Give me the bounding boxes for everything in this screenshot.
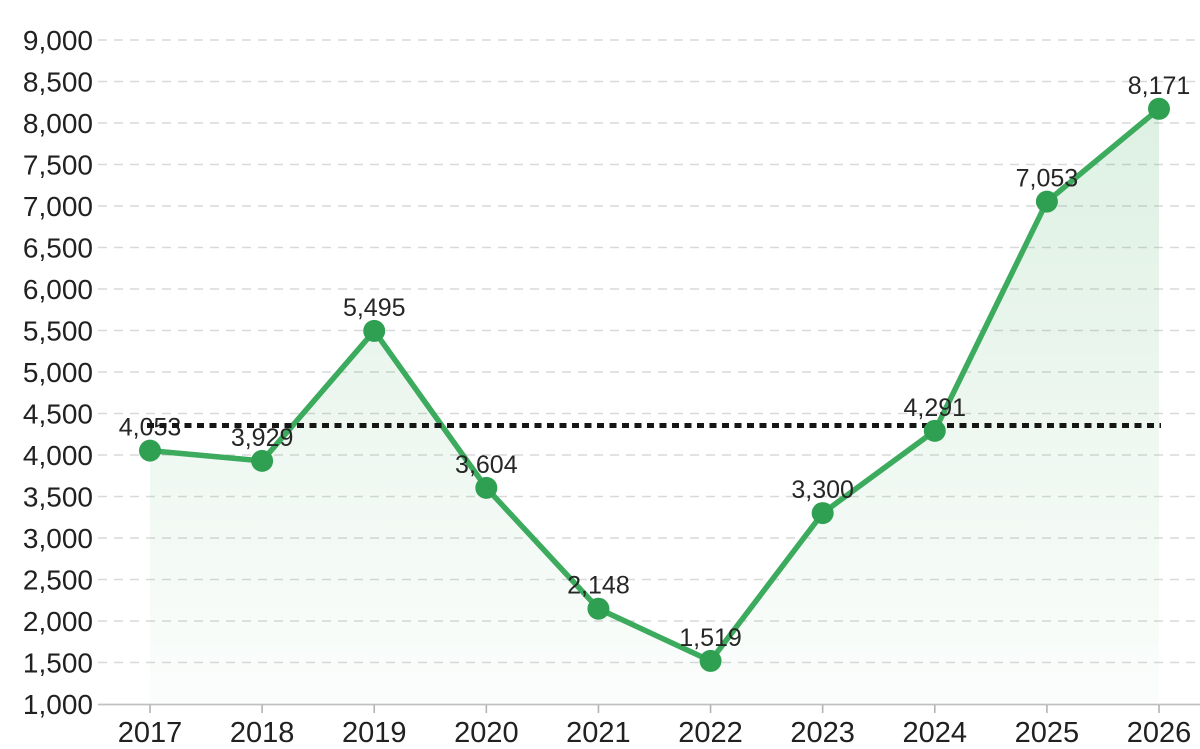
x-axis-label: 2023 [790, 717, 855, 749]
data-point-marker [251, 449, 274, 472]
data-point-label: 3,929 [231, 424, 294, 452]
data-point-label: 2,148 [567, 572, 630, 600]
y-axis-label: 2,000 [23, 606, 93, 637]
data-point-marker [1148, 97, 1170, 120]
y-axis-label: 7,500 [23, 150, 93, 181]
data-point-label: 1,519 [679, 624, 742, 652]
data-point-label: 5,495 [343, 294, 406, 322]
y-axis-labels: 9,000 8,500 8,000 7,500 7,000 6,500 6,000 5,500… [23, 25, 93, 720]
data-point-label: 3,300 [791, 476, 854, 504]
data-point-marker [587, 597, 610, 620]
data-point-label: 7,053 [1016, 165, 1079, 193]
y-axis-label: 8,500 [23, 67, 93, 98]
data-point-label: 8,171 [1128, 72, 1191, 100]
y-axis-label: 1,000 [23, 689, 93, 720]
y-axis-label: 4,500 [23, 399, 93, 430]
y-axis-label: 3,500 [23, 482, 93, 513]
x-axis-label: 2025 [1015, 717, 1080, 749]
area-fill [150, 108, 1159, 703]
y-axis-label: 3,000 [23, 523, 93, 554]
x-axis-label: 2018 [230, 717, 295, 749]
data-point-marker [699, 649, 722, 672]
data-point-marker [139, 439, 161, 462]
y-axis-label: 5,500 [23, 316, 93, 347]
x-axis-label: 2021 [566, 717, 631, 749]
x-axis-label: 2026 [1127, 717, 1192, 749]
x-axis-labels: 2017 2018 2019 2020 2021 2022 2023 2024 2025 2026 [118, 717, 1192, 749]
data-point-labels: 4,0533,9295,4953,6042,1481,5193,3004,291… [119, 72, 1191, 652]
y-axis-label: 8,000 [23, 108, 93, 139]
trend-line [147, 106, 1162, 664]
y-axis-label: 4,000 [23, 440, 93, 471]
y-axis-label: 5,000 [23, 357, 93, 388]
data-point-label: 3,604 [455, 451, 518, 479]
y-axis-label: 1,500 [23, 648, 93, 679]
y-axis-label: 6,000 [23, 274, 93, 305]
x-axis-label: 2019 [342, 717, 407, 749]
data-point-marker [811, 502, 834, 525]
data-point-label: 4,291 [903, 394, 966, 422]
data-point-marker [923, 419, 946, 442]
data-point-markers [139, 97, 1170, 672]
data-point-marker [363, 319, 386, 342]
y-axis-label: 9,000 [23, 25, 93, 56]
x-axis-label: 2020 [454, 717, 519, 749]
y-axis-label: 2,500 [23, 565, 93, 596]
data-point-marker [475, 476, 498, 499]
y-axis-label: 7,000 [23, 191, 93, 222]
data-point-marker [1035, 190, 1058, 213]
x-axis-label: 2017 [118, 717, 183, 749]
x-axis-label: 2022 [678, 717, 743, 749]
x-axis-ticks [149, 705, 1160, 713]
x-axis-label: 2024 [903, 717, 968, 749]
y-axis-label: 6,500 [23, 233, 93, 264]
